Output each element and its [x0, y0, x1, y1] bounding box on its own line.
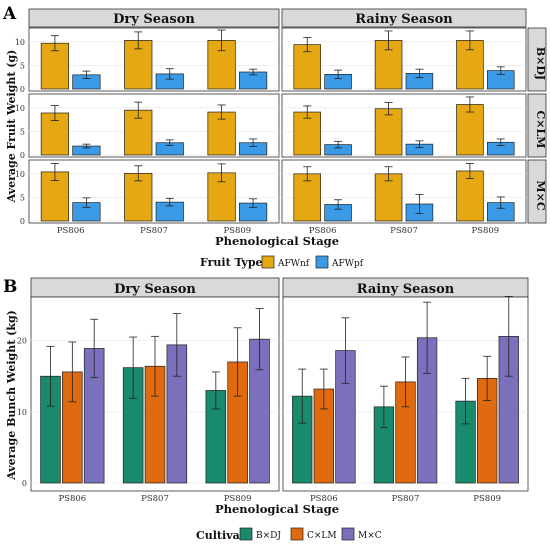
- bar-afwnf-PS806: [293, 173, 322, 222]
- facet-b-rainy-season: PS806 PS807 PS809: [282, 296, 529, 504]
- y-tick-label: 20: [17, 337, 27, 346]
- x-axis-label-b: Phenological Stage: [215, 502, 339, 516]
- y-tick-label: 10: [15, 104, 25, 113]
- x-axis-label-a: Phenological Stage: [215, 234, 339, 248]
- facet-strip-rainy-season: [281, 8, 527, 28]
- y-axis-label-b: Average Bunch Weight (kg): [5, 310, 18, 481]
- facet-label-dry-season: Dry Season: [113, 12, 195, 27]
- facet-b-dry-season: 0 10 20 PS806 PS807 PS809: [17, 296, 280, 504]
- panel-border: [28, 93, 280, 158]
- facet-rainy-season-bxdj: [281, 27, 527, 92]
- bar-afwnf-PS807: [374, 173, 403, 222]
- x-tick-label-b-ps807: PS807: [392, 494, 420, 504]
- legend-swatch-mxc: [341, 527, 355, 541]
- x-tick-label-ps809: PS809: [471, 226, 499, 236]
- y-tick-label: 10: [15, 38, 25, 47]
- x-tick-label-ps807: PS807: [140, 226, 168, 236]
- y-tick-label: 0: [20, 217, 25, 226]
- y-tick-label: 0: [20, 151, 25, 160]
- panel-letter-a: A: [2, 4, 17, 24]
- legend-swatch-afwnf: [261, 255, 275, 269]
- y-tick-label: 0: [20, 85, 25, 94]
- panel-border: [28, 159, 280, 224]
- x-tick-label-b-ps809: PS809: [473, 494, 501, 504]
- x-tick-label-b-ps807: PS807: [141, 494, 169, 504]
- legend-label-bxdj: B×DJ: [256, 531, 281, 541]
- legend-swatch-cxlm: [290, 527, 304, 541]
- bar-afwnf-PS809: [207, 40, 236, 90]
- legend-label-cxlm: C×LM: [307, 531, 337, 541]
- facet-label-cxlm: C×LM: [534, 111, 547, 149]
- bar-afwnf-PS809: [456, 104, 484, 156]
- legend-swatch-afwpf: [315, 255, 329, 269]
- x-tick-label-b-ps806: PS806: [310, 494, 338, 504]
- facet-dry-season-mxc: 0 5 10 PS806 PS807 PS809: [15, 159, 280, 236]
- facet-label-mxc: M×C: [534, 180, 547, 210]
- y-tick-label: 10: [15, 170, 25, 179]
- facet-strip-bxdj: [527, 27, 547, 92]
- legend-title-b: Cultivar: [196, 529, 246, 542]
- legend-label-afwpf: AFWpf: [331, 259, 364, 269]
- facet-rainy-season-mxc: PS806 PS807 PS809: [281, 159, 527, 236]
- facet-label-b-dry-season: Dry Season: [114, 282, 196, 297]
- x-tick-label-b-ps809: PS809: [224, 494, 252, 504]
- facet-label-b-rainy-season: Rainy Season: [357, 282, 455, 297]
- panel-border: [281, 93, 527, 158]
- facet-rainy-season-cxlm: [281, 93, 527, 158]
- facet-strip-mxc: [527, 159, 547, 224]
- y-tick-label: 5: [20, 61, 25, 70]
- legend-label-afwnf: AFWnf: [277, 259, 310, 269]
- panel-border: [281, 27, 527, 92]
- facet-label-rainy-season: Rainy Season: [355, 12, 453, 27]
- bar-afwnf-PS806: [293, 111, 322, 156]
- x-tick-label-b-ps806: PS806: [58, 494, 86, 504]
- y-axis-label-a: Average Fruit Weight (g): [5, 50, 18, 204]
- y-tick-label: 5: [20, 127, 25, 136]
- panel-letter-b: B: [3, 277, 17, 297]
- x-tick-label-ps809: PS809: [223, 226, 251, 236]
- x-tick-label-ps807: PS807: [390, 226, 418, 236]
- legend-label-mxc: M×C: [358, 531, 382, 541]
- bar-afwnf-PS807: [374, 108, 403, 156]
- panel-border: [281, 159, 527, 224]
- facet-dry-season-cxlm: 0 5 10: [15, 93, 280, 160]
- facet-label-bxdj: B×DJ: [534, 47, 547, 80]
- panel-border: [28, 27, 280, 92]
- legend-swatch-bxdj: [239, 527, 253, 541]
- x-tick-label-ps806: PS806: [309, 226, 337, 236]
- x-tick-label-ps806: PS806: [57, 226, 85, 236]
- y-tick-label: 5: [20, 193, 25, 202]
- facet-dry-season-bxdj: 0 5 10: [15, 27, 280, 94]
- legend-title-a: Fruit Type: [200, 256, 263, 269]
- y-tick-label: 10: [17, 408, 27, 417]
- facet-strip-dry-season: [28, 8, 280, 28]
- facet-strip-cxlm: [527, 93, 547, 158]
- y-tick-label: 0: [22, 479, 27, 488]
